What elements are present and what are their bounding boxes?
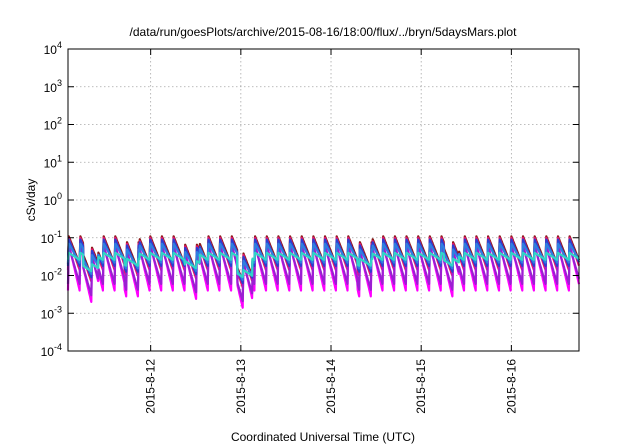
y-tick-label: 10-1 (41, 229, 62, 246)
y-tick-label: 104 (44, 40, 62, 57)
y-tick-label: 10-3 (41, 304, 62, 321)
x-tick-label: 2015-8-14 (324, 359, 338, 414)
series-line (66, 251, 580, 279)
series-line (66, 242, 580, 281)
y-tick-label: 100 (44, 191, 62, 208)
y-tick-label: 102 (44, 116, 62, 133)
x-tick-label: 2015-8-15 (414, 359, 428, 414)
x-tick-label: 2015-8-13 (234, 359, 248, 414)
series-layer (66, 235, 581, 309)
chart-title: /data/run/goesPlots/archive/2015-08-16/1… (130, 25, 518, 39)
x-tick-label: 2015-8-16 (504, 359, 518, 414)
grid (68, 49, 579, 351)
x-axis-label: Coordinated Universal Time (UTC) (231, 430, 415, 444)
y-tick-label: 103 (44, 78, 62, 95)
x-tick-labels: 2015-8-12 2015-8-13 2015-8-14 2015-8-15 2015… (144, 359, 519, 414)
x-tick-label: 2015-8-12 (144, 359, 158, 414)
y-tick-label: 101 (44, 153, 62, 170)
y-tick-label: 10-2 (41, 267, 62, 284)
series-line (66, 245, 581, 303)
axis-ticks (68, 48, 579, 352)
y-tick-label: 10-4 (41, 342, 62, 359)
y-tick-labels: 10-4 10-3 10-2 10-1 100 101 102 103 104 (41, 40, 62, 359)
y-axis-label: cSv/day (24, 179, 38, 222)
